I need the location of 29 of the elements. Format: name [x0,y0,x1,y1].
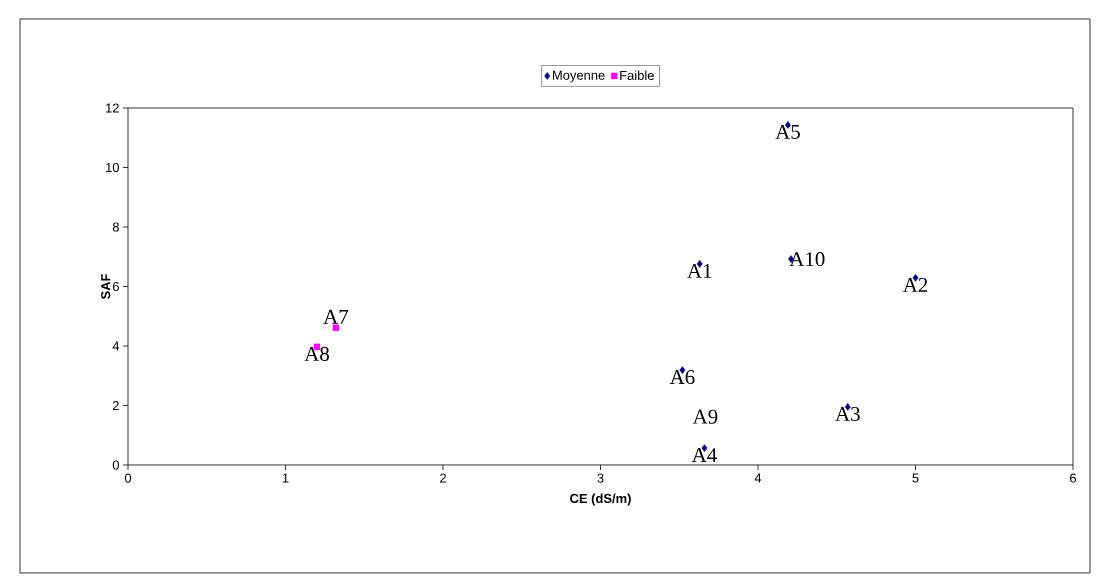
y-axis-title: SAF [101,274,111,300]
legend-label: Moyenne [553,70,605,83]
annotation: A7 [323,309,349,324]
x-tick-label: 4 [754,473,762,483]
annotation: A2 [902,277,928,292]
x-tick-label: 0 [124,473,132,483]
y-tick-label: 2 [112,400,119,411]
x-tick-label: 1 [282,473,289,483]
y-tick-label: 10 [106,162,119,173]
x-axis-title: CE (dS/m) [570,493,631,506]
y-tick-label: 4 [112,341,120,351]
annotation: A3 [835,406,860,421]
annotation: A4 [691,448,717,462]
y-tick-label: 6 [112,281,119,292]
x-tick-label: 2 [440,473,446,483]
point [332,324,340,332]
annotation: A6 [669,370,695,385]
x-tick-label: 3 [597,473,604,483]
x-tick-label: 5 [912,473,919,483]
y-tick-label: 8 [112,222,119,232]
annotation: A10 [789,252,825,267]
y-tick-label: 12 [106,103,119,113]
x-tick-label: 6 [1070,473,1077,483]
legend-label: Faible [620,70,654,81]
y-tick-label: 0 [112,460,119,470]
annotation: A8 [304,346,329,361]
annotation: A1 [687,263,712,278]
annotation: A9 [692,409,718,424]
annotation: A5 [775,124,800,139]
